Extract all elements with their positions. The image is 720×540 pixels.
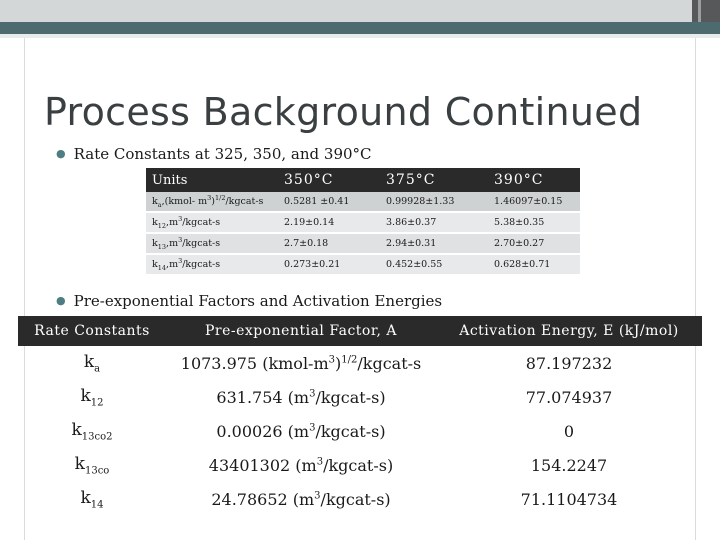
value-cell: 2.94±0.31 [380,233,488,255]
table-row: k14 24.78652 (m3/kgcat-s) 71.1104734 [18,482,702,516]
rate-constant-cell: k14 [80,487,104,511]
rate-constant-cell: ka [83,351,101,375]
activation-energy-cell: 154.2247 [530,455,608,475]
header-thin-line [0,34,720,38]
value-cell: 0.5281 ±0.41 [278,192,380,213]
pre-exponential-factor-cell: 24.78652 (m3/kgcat-s) [211,489,391,509]
value-cell: 5.38±0.35 [488,212,580,234]
value-cell: 3.86±0.37 [380,212,488,234]
bullet-text: Pre-exponential Factors and Activation E… [73,292,443,310]
bullet-text: Rate Constants at 325, 350, and 390°C [73,145,372,163]
table-header-row: Rate Constants Pre-exponential Factor, A… [18,316,702,346]
header-375c: 375°C [380,168,488,192]
table-row: k13,m3/kgcat-s 2.7±0.18 2.94±0.31 2.70±0.27 [146,233,580,255]
bullet-pre-exponential: ● Pre-exponential Factors and Activation … [56,292,442,310]
activation-energy-cell: 87.197232 [525,353,613,373]
table-row: k13co2 0.00026 (m3/kgcat-s) 0 [18,414,702,448]
pre-exponential-factor-cell: 1073.975 (kmol-m3)1/2/kgcat-s [180,353,422,373]
value-cell: 0.452±0.55 [380,254,488,276]
value-cell: 2.19±0.14 [278,212,380,234]
pre-exponential-factor-cell: 0.00026 (m3/kgcat-s) [216,421,386,441]
units-cell: ka,(kmol- m3)1/2/kgcat-s [146,192,278,213]
activation-energy-cell: 71.1104734 [520,489,618,509]
table-row: ka,(kmol- m3)1/2/kgcat-s 0.5281 ±0.41 0.99… [146,192,580,213]
bullet-dot-icon: ● [56,147,66,160]
slide-title: Process Background Continued [44,90,643,134]
table-row: k14,m3/kgcat-s 0.273±0.21 0.452±0.55 0.628±… [146,254,580,276]
header-pre-exponential-factor: Pre-exponential Factor, A [166,316,436,346]
header-350c: 350°C [278,168,380,192]
table-row: ka 1073.975 (kmol-m3)1/2/kgcat-s 87.197232 [18,346,702,380]
rate-constant-cell: k12 [80,385,104,409]
rate-constants-table: Units 350°C 375°C 390°C ka,(kmol- m3)1/2… [146,168,580,276]
header-stripe [0,22,720,34]
value-cell: 0.273±0.21 [278,254,380,276]
activation-energy-cell: 0 [563,421,575,441]
table-row: k12 631.754 (m3/kgcat-s) 77.074937 [18,380,702,414]
pre-exponential-factor-cell: 43401302 (m3/kgcat-s) [208,455,394,475]
table-header-row: Units 350°C 375°C 390°C [146,168,580,192]
value-cell: 0.99928±1.33 [380,192,488,213]
top-band [0,0,720,22]
value-cell: 1.46097±0.15 [488,192,580,213]
slide-frame [24,38,696,540]
value-cell: 0.628±0.71 [488,254,580,276]
units-cell: k12,m3/kgcat-s [146,212,278,234]
pre-exponential-factor-cell: 631.754 (m3/kgcat-s) [216,387,386,407]
rate-constant-cell: k13co2 [71,419,113,443]
value-cell: 2.70±0.27 [488,233,580,255]
pre-exponential-table: Rate Constants Pre-exponential Factor, A… [18,316,702,516]
units-cell: k13,m3/kgcat-s [146,233,278,255]
table-row: k13co 43401302 (m3/kgcat-s) 154.2247 [18,448,702,482]
units-cell: k14,m3/kgcat-s [146,254,278,276]
header-activation-energy: Activation Energy, E (kJ/mol) [436,316,702,346]
rate-constant-cell: k13co [74,453,110,477]
header-rate-constants: Rate Constants [18,316,166,346]
header-units: Units [146,168,278,192]
header-390c: 390°C [488,168,580,192]
activation-energy-cell: 77.074937 [525,387,613,407]
value-cell: 2.7±0.18 [278,233,380,255]
corner-accent-line [698,0,701,22]
table-row: k12,m3/kgcat-s 2.19±0.14 3.86±0.37 5.38±0.3… [146,212,580,234]
bullet-rate-constants: ● Rate Constants at 325, 350, and 390°C [56,145,372,163]
bullet-dot-icon: ● [56,294,66,307]
corner-accent [692,0,720,22]
